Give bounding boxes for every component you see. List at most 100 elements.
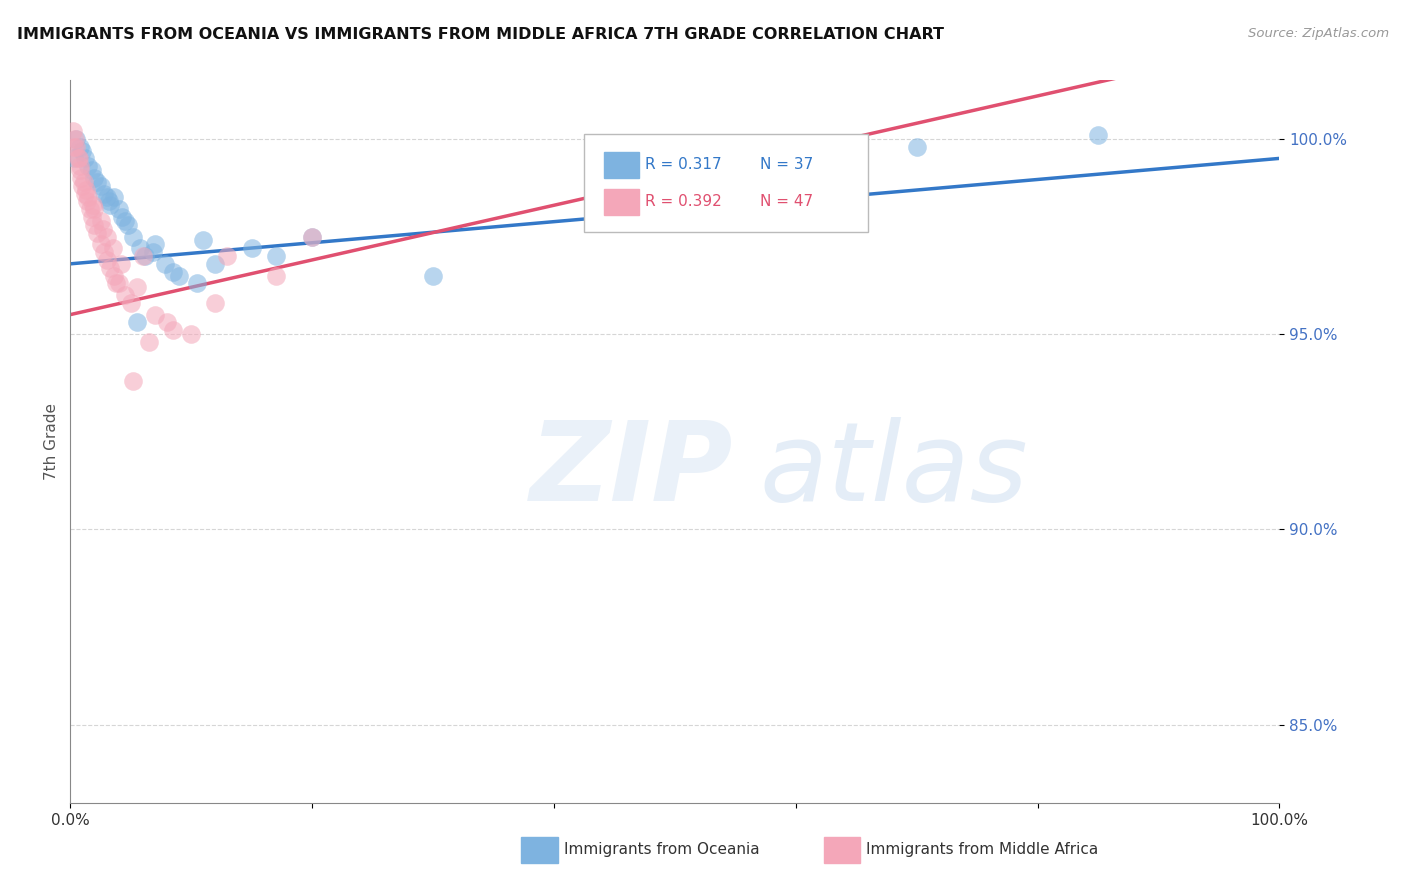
Point <box>138 334 160 349</box>
Point <box>80 210 103 224</box>
Point <box>98 260 121 275</box>
Point <box>105 277 128 291</box>
Point <box>70 170 93 185</box>
Text: Source: ZipAtlas.com: Source: ZipAtlas.com <box>1249 27 1389 40</box>
Point <box>82 198 104 212</box>
Point <box>96 229 118 244</box>
Point <box>90 237 111 252</box>
Point <box>153 257 176 271</box>
Point <box>63 132 86 146</box>
Text: ZIP: ZIP <box>530 417 734 524</box>
Point <box>240 241 263 255</box>
Point <box>91 221 114 235</box>
Point <box>86 175 108 189</box>
Point <box>75 183 97 197</box>
Text: Immigrants from Middle Africa: Immigrants from Middle Africa <box>866 842 1098 857</box>
Point <box>167 268 190 283</box>
Point <box>107 277 129 291</box>
Point <box>204 296 226 310</box>
Point <box>77 190 100 204</box>
FancyBboxPatch shape <box>603 188 638 214</box>
Point <box>120 296 142 310</box>
Point <box>83 218 105 232</box>
Point <box>69 159 91 173</box>
Point <box>111 210 134 224</box>
Point <box>101 241 124 255</box>
Point <box>114 288 136 302</box>
Point <box>107 202 129 216</box>
Point <box>73 186 96 201</box>
Text: R = 0.317: R = 0.317 <box>644 158 721 172</box>
Point <box>98 194 121 209</box>
Point <box>76 194 98 209</box>
Point <box>134 249 156 263</box>
Point <box>79 202 101 216</box>
Point <box>422 268 444 283</box>
Point <box>264 268 287 283</box>
Point <box>122 229 145 244</box>
Point <box>96 190 118 204</box>
Point <box>83 170 105 185</box>
Point <box>77 159 100 173</box>
Point <box>83 202 105 216</box>
Point <box>905 139 928 153</box>
Point <box>80 163 103 178</box>
Point <box>143 308 166 322</box>
Y-axis label: 7th Grade: 7th Grade <box>44 403 59 480</box>
Text: R = 0.392: R = 0.392 <box>644 194 721 209</box>
Point <box>193 234 215 248</box>
FancyBboxPatch shape <box>824 837 860 863</box>
Point <box>93 245 115 260</box>
Point <box>117 218 139 232</box>
Point <box>65 139 87 153</box>
Point <box>69 163 91 178</box>
Point <box>72 175 94 189</box>
Point <box>103 190 125 204</box>
Point <box>110 257 132 271</box>
Point <box>69 139 91 153</box>
Point <box>125 315 148 329</box>
Point <box>67 152 90 166</box>
Text: N = 47: N = 47 <box>759 194 813 209</box>
Point <box>301 229 323 244</box>
Text: N = 37: N = 37 <box>759 158 813 172</box>
Point <box>93 186 115 201</box>
Point <box>96 252 118 267</box>
Point <box>73 152 96 166</box>
Point <box>72 178 94 193</box>
Point <box>186 277 208 291</box>
Point <box>1087 128 1109 142</box>
Point <box>122 374 145 388</box>
Point <box>156 315 179 329</box>
Point <box>103 268 125 283</box>
FancyBboxPatch shape <box>522 837 558 863</box>
Point <box>180 327 202 342</box>
Point <box>162 265 184 279</box>
Point <box>143 237 166 252</box>
Point <box>98 198 121 212</box>
Point <box>125 280 148 294</box>
Point <box>217 249 239 263</box>
Point <box>204 257 226 271</box>
FancyBboxPatch shape <box>585 135 869 232</box>
Point <box>129 241 152 255</box>
Point <box>162 323 184 337</box>
Point <box>132 249 155 263</box>
Point <box>141 245 163 260</box>
Point <box>301 229 323 244</box>
Point <box>72 144 94 158</box>
Point <box>62 124 84 138</box>
Point <box>114 214 136 228</box>
Point <box>63 152 86 166</box>
Point <box>264 249 287 263</box>
Point <box>90 178 111 193</box>
Point <box>65 132 87 146</box>
FancyBboxPatch shape <box>603 152 638 178</box>
Text: IMMIGRANTS FROM OCEANIA VS IMMIGRANTS FROM MIDDLE AFRICA 7TH GRADE CORRELATION C: IMMIGRANTS FROM OCEANIA VS IMMIGRANTS FR… <box>17 27 943 42</box>
Point <box>86 226 108 240</box>
Text: atlas: atlas <box>759 417 1028 524</box>
Point <box>66 152 89 166</box>
Point <box>90 214 111 228</box>
Text: Immigrants from Oceania: Immigrants from Oceania <box>564 842 759 857</box>
Point <box>63 139 86 153</box>
